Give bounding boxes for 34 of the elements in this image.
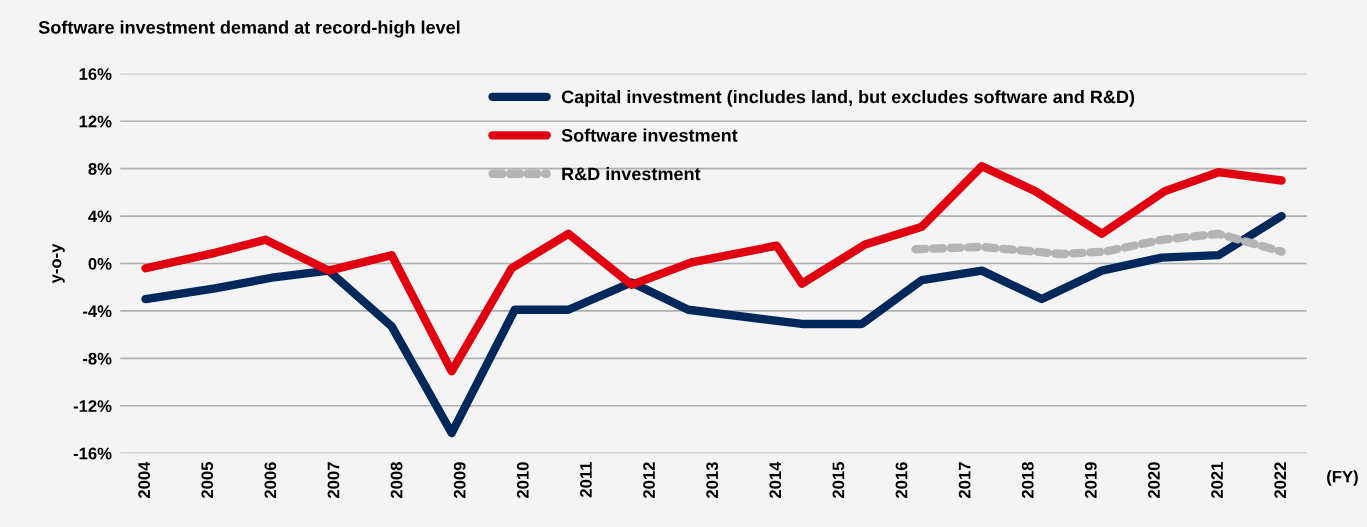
x-tick-label: 2015 — [832, 462, 845, 499]
x-tick-label: 2009 — [453, 462, 466, 499]
x-tick-label: 2006 — [264, 462, 277, 499]
x-tick-label: 2021 — [1211, 462, 1223, 499]
y-tick-label: 0% — [88, 257, 112, 270]
x-tick-label: 2011 — [580, 462, 592, 498]
x-tick-label: 2017 — [958, 462, 971, 499]
x-tick-label: 2004 — [138, 461, 151, 499]
y-tick-label: -16% — [73, 447, 112, 460]
x-tick-label: 2022 — [1274, 462, 1287, 499]
x-tick-label: 2010 — [516, 462, 529, 499]
x-tick-label: 2018 — [1021, 462, 1034, 499]
y-tick-label: -8% — [82, 352, 112, 365]
x-tick-label: 2019 — [1084, 462, 1097, 499]
legend-label: R&D investment — [562, 167, 701, 181]
y-tick-label: 16% — [79, 68, 112, 80]
x-tick-label: 2008 — [390, 462, 403, 499]
x-tick-label: 2005 — [201, 462, 214, 499]
y-axis-title: y-o-y — [52, 243, 65, 284]
y-tick-label: 4% — [88, 210, 112, 223]
x-tick-label: 2020 — [1148, 462, 1160, 499]
y-tick-label: -12% — [73, 400, 112, 412]
legend-label: Software investment — [561, 128, 738, 142]
x-tick-label: 2014 — [769, 461, 782, 499]
y-tick-label: -4% — [82, 305, 112, 318]
chart-title: Software investment demand at record-high level — [38, 20, 460, 38]
y-tick-label: 12% — [79, 115, 112, 128]
x-axis-title: (FY) — [1327, 470, 1358, 486]
x-tick-label: 2013 — [706, 462, 719, 499]
x-tick-label: 2016 — [895, 462, 908, 499]
legend-label: Capital investment (includes land, but excludes software and R&D) — [561, 90, 1135, 107]
x-tick-label: 2012 — [643, 462, 655, 499]
y-tick-label: 8% — [88, 163, 112, 175]
x-tick-label: 2007 — [327, 462, 340, 499]
